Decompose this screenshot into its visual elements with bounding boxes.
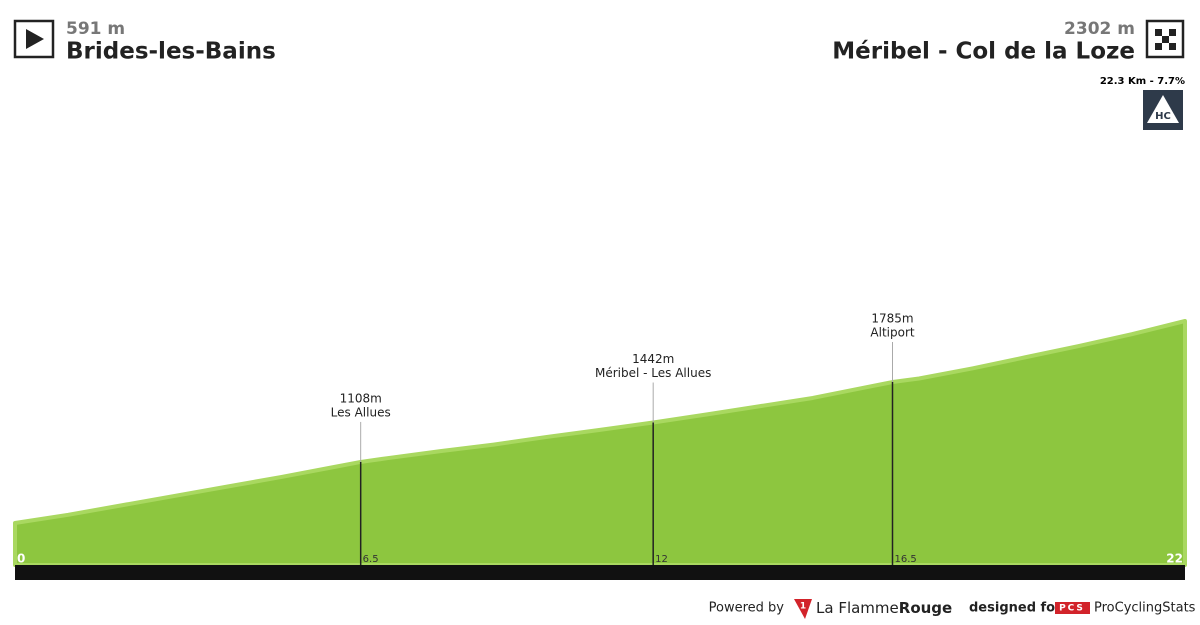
finish-name: Méribel - Col de la Loze <box>832 39 1135 65</box>
elevation-area <box>13 319 1187 567</box>
flamme-logo <box>794 599 812 619</box>
x-tick-label: 12 <box>655 554 668 565</box>
start-icon <box>13 19 55 59</box>
start-elevation: 591 m <box>66 19 125 39</box>
powered-by: Powered by <box>709 601 785 616</box>
waypoint-name: Les Allues <box>331 405 391 419</box>
finish-elevation: 2302 m <box>1064 19 1135 39</box>
brand-number: 1 <box>800 602 806 612</box>
brand: La FlammeRouge <box>816 599 952 617</box>
designed-for: designed for <box>969 601 1062 616</box>
start-name: Brides-les-Bains <box>66 39 276 65</box>
brand-b: Rouge <box>899 599 952 617</box>
pcs-logo <box>1055 602 1090 614</box>
baseline-bar <box>15 565 1185 580</box>
waypoint-name: Altiport <box>870 326 914 340</box>
x-tick-label: 22 <box>1166 552 1183 566</box>
brand-a: La Flamme <box>816 599 899 617</box>
waypoint-elevation: 1442m <box>632 352 674 366</box>
x-tick-label: 6.5 <box>363 554 379 565</box>
pcs-text: PCS <box>1059 604 1085 614</box>
footer: Powered by 1 La FlammeRouge designed for… <box>709 599 1196 619</box>
site-name: ProCyclingStats <box>1094 601 1196 616</box>
waypoint-elevation: 1108m <box>340 391 382 405</box>
waypoint-elevation: 1785m <box>871 312 913 326</box>
climb-info: 22.3 Km - 7.7% <box>1100 76 1185 87</box>
climb-mountain <box>1147 95 1179 123</box>
x-tick-label: 16.5 <box>895 554 917 565</box>
climb-category: HC <box>1155 111 1171 122</box>
play-icon <box>26 29 44 49</box>
x-tick-label: 0 <box>17 552 25 566</box>
checkered-flag <box>1155 29 1176 50</box>
waypoint-name: Méribel - Les Allues <box>595 366 711 380</box>
